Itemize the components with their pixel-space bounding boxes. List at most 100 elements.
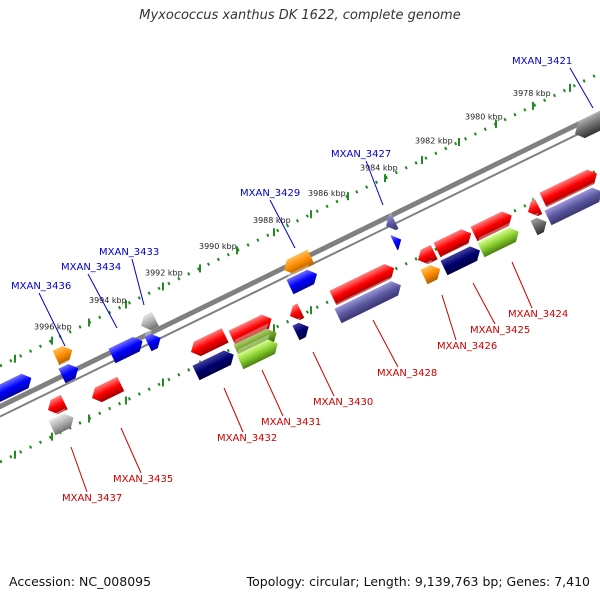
leader-line [472,282,496,325]
gene-bevel [48,408,66,421]
gene-body [334,281,401,324]
gene-arrow [191,322,229,357]
gene-arrow [329,258,395,306]
gene-arrow [236,334,278,370]
gene-arrow [290,298,305,321]
gene-bevel [58,358,71,369]
gene-arrow [470,206,512,242]
gene-arrow [228,309,272,346]
gene-bevel [0,368,24,391]
gene-labels: MXAN_3421 MXAN_3427 MXAN_3429 MXAN_3433 MXAN… [11,56,594,504]
gene-label: MXAN_3431 [261,417,321,428]
gene-bevel [539,164,589,193]
gene-bevel [329,258,387,291]
gene-arrow [390,230,402,251]
gene-body [420,264,441,285]
gene-arrow [292,317,309,341]
gene-bevel [108,331,135,349]
gene-bevel [390,230,394,236]
gene-body [544,187,600,226]
gene-body [191,328,229,357]
gene-label: MXAN_3433 [99,247,159,258]
gene-bevel [193,322,224,342]
genome-summary: Topology: circular; Length: 9,139,763 bp… [246,574,590,589]
leader-line [261,369,284,417]
gene-arrow [48,408,74,436]
leader-line [223,387,244,433]
gene-bevel [420,239,433,250]
kbp-tick-label: 3982 kbp [415,137,453,146]
leader-line [372,319,399,368]
gene-body [470,211,512,242]
gene-body [440,246,480,276]
gene-body [52,345,73,366]
gene-arrow [141,306,159,331]
kbp-tick-label: 3986 kbp [308,189,346,198]
gene-arrow [286,264,317,295]
gene-bevel [228,309,264,331]
leader-line [70,446,88,493]
gene-label: MXAN_3425 [470,325,530,336]
kbp-tick-label: 3984 kbp [360,164,398,173]
leader-line [269,199,296,249]
gene-arrow [0,368,32,406]
leader-line [38,292,66,347]
gene-label: MXAN_3424 [508,309,568,320]
leader-line [441,294,457,341]
gene-bevel [52,340,65,351]
gene-body [192,350,234,381]
leader-line [87,273,118,329]
gene-label: MXAN_3430 [313,397,373,408]
map-title: Myxococcus xanthus DK 1622, complete gen… [139,8,461,23]
gene-label: MXAN_3427 [331,149,391,160]
gene-bevel [440,240,472,261]
gene-bevel [544,182,594,211]
ruler-dotted-line [0,167,600,464]
gene-bevel [477,222,511,243]
gene-body [236,339,278,370]
gene-arrow [477,222,519,258]
gene-bevel [292,298,300,306]
gene-arrow [433,223,472,258]
gene-body [290,303,305,321]
gene-bevel [388,209,394,216]
gene-bevel [286,264,310,280]
gene-arrow [48,389,68,415]
gene-body [528,199,543,217]
gene-body [530,217,547,236]
kbp-tick-label: 3994 kbp [89,296,127,305]
gene-label: MXAN_3421 [512,56,572,67]
gene-bevel [236,334,270,355]
accession-text: Accession: NC_008095 [9,574,152,589]
gene-body [48,394,68,415]
gene-bevel [286,244,310,260]
gene-arrow [108,331,143,364]
kbp-ruler: 3978 kbp 3980 kbp 3982 kbp 3984 kbp 3986 kbp… [0,71,600,464]
ruler-dotted-line [0,71,600,368]
gene-label: MXAN_3437 [62,493,122,504]
gene-arrow [544,182,600,226]
gene-bevel [577,103,600,124]
gene-bevel [192,345,226,366]
gene-body [575,109,600,139]
gene-label: MXAN_3432 [217,433,277,444]
gene-bevel [50,389,63,400]
gene-arrow [530,212,547,236]
gene-bevel [143,306,154,316]
gene-bevel [334,275,393,309]
gene-body [141,311,159,331]
gene-body [539,169,597,208]
gene-label: MXAN_3434 [61,262,121,273]
gene-arrow [52,340,73,366]
gene-arrow [284,244,315,275]
gene-arrow [334,275,401,324]
kbp-tick-label: 3996 kbp [34,323,72,332]
kbp-tick-label: 3988 kbp [253,216,291,225]
kbp-tick-label: 3992 kbp [145,269,183,278]
gene-body [0,373,32,406]
gene-track [0,103,600,436]
leader-line [365,160,384,206]
gene-label: MXAN_3426 [437,341,497,352]
gene-body [144,333,161,352]
gene-body [418,244,438,265]
